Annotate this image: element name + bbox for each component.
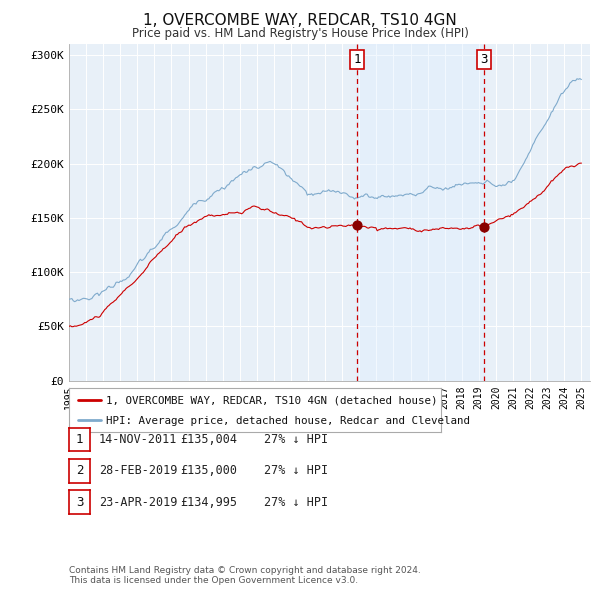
Text: 1, OVERCOMBE WAY, REDCAR, TS10 4GN (detached house): 1, OVERCOMBE WAY, REDCAR, TS10 4GN (deta… — [106, 395, 438, 405]
Text: 23-APR-2019: 23-APR-2019 — [99, 496, 178, 509]
Point — [352, 220, 362, 230]
Text: 14-NOV-2011: 14-NOV-2011 — [99, 433, 178, 446]
Text: 28-FEB-2019: 28-FEB-2019 — [99, 464, 178, 477]
Text: £134,995: £134,995 — [180, 496, 237, 509]
Text: 3: 3 — [76, 496, 83, 509]
Bar — [357, 44, 484, 381]
Text: Contains HM Land Registry data © Crown copyright and database right 2024.: Contains HM Land Registry data © Crown c… — [69, 566, 421, 575]
Text: 27% ↓ HPI: 27% ↓ HPI — [264, 496, 328, 509]
Text: 1, OVERCOMBE WAY, REDCAR, TS10 4GN: 1, OVERCOMBE WAY, REDCAR, TS10 4GN — [143, 13, 457, 28]
Text: £135,000: £135,000 — [180, 464, 237, 477]
Text: £135,004: £135,004 — [180, 433, 237, 446]
Text: 1: 1 — [353, 53, 361, 65]
Text: HPI: Average price, detached house, Redcar and Cleveland: HPI: Average price, detached house, Redc… — [106, 416, 470, 426]
Text: Price paid vs. HM Land Registry's House Price Index (HPI): Price paid vs. HM Land Registry's House … — [131, 27, 469, 40]
Point — [479, 222, 489, 232]
Text: 27% ↓ HPI: 27% ↓ HPI — [264, 433, 328, 446]
Text: 2: 2 — [76, 464, 83, 477]
Text: 3: 3 — [480, 53, 488, 65]
Text: 27% ↓ HPI: 27% ↓ HPI — [264, 464, 328, 477]
Text: 1: 1 — [76, 433, 83, 446]
Text: This data is licensed under the Open Government Licence v3.0.: This data is licensed under the Open Gov… — [69, 576, 358, 585]
